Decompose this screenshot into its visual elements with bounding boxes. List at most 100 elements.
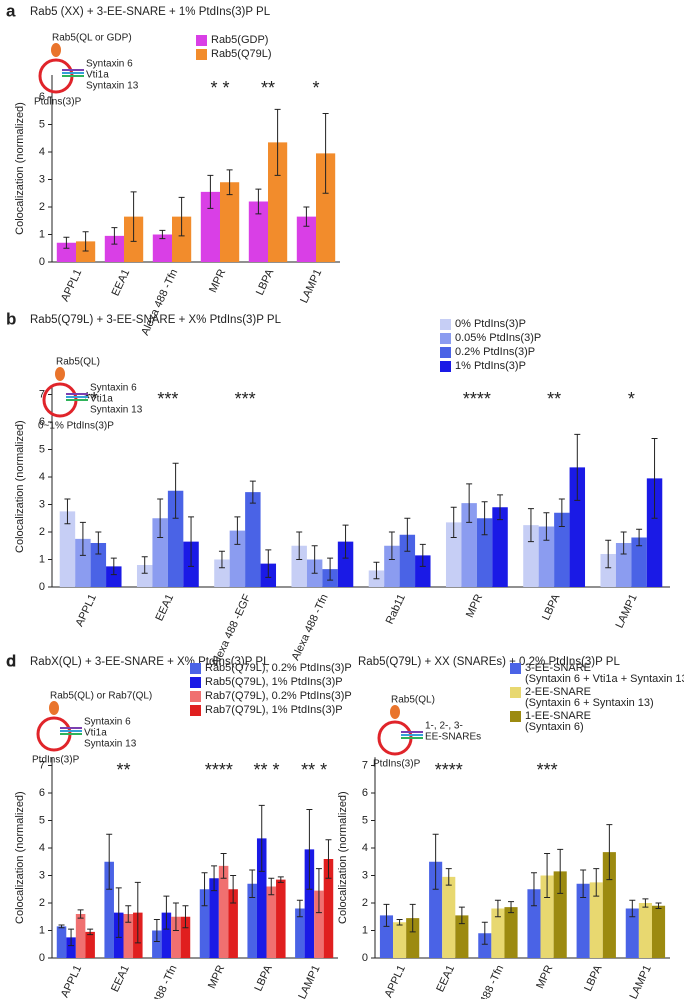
bar — [180, 916, 191, 958]
significance: ** * — [253, 760, 279, 780]
bar — [445, 522, 462, 587]
schematic-label: Vti1a — [90, 394, 113, 405]
bar — [106, 566, 122, 587]
legend-label: 0.2% PtdIns(3)P — [455, 346, 535, 358]
bar — [123, 914, 134, 958]
bar — [199, 889, 210, 958]
bar — [569, 467, 586, 587]
y-tick-label: 7 — [362, 759, 368, 771]
bar — [291, 545, 307, 587]
x-tick-label: APPL1 — [74, 592, 99, 628]
y-tick-label: 4 — [39, 471, 45, 483]
y-tick-label: 1 — [39, 924, 45, 936]
bar — [66, 937, 76, 958]
schematic-label: EE-SNAREs — [425, 732, 481, 743]
significance: ** — [261, 78, 275, 98]
bar — [171, 916, 181, 958]
y-tick-label: 6 — [39, 787, 45, 799]
y-tick-label: 1 — [39, 553, 45, 565]
bar — [491, 908, 505, 958]
significance: **** — [205, 760, 233, 780]
y-tick-label: 7 — [39, 759, 45, 771]
bar — [316, 153, 336, 262]
schematic-label: Syntaxin 13 — [86, 81, 139, 92]
x-tick-label: Alexa 488 -Tfn — [139, 267, 180, 337]
bar — [218, 865, 229, 958]
x-tick-label: LBPA — [254, 267, 277, 297]
bar — [152, 234, 172, 262]
chart-title: RabX(QL) + 3-EE-SNARE + X% PtdIns(3)P PL — [30, 656, 270, 668]
schematic-label: Vti1a — [84, 728, 107, 739]
legend-label: 3-EE-SNARE — [525, 662, 591, 674]
y-tick-label: 2 — [39, 897, 45, 909]
x-tick-label: Alexa 488 -Tfn — [290, 592, 331, 662]
schematic-label: PtdIns(3)P — [34, 97, 82, 108]
x-tick-label: MPR — [207, 267, 228, 294]
bar — [384, 545, 400, 587]
legend-label: 2-EE-SNARE — [525, 686, 591, 698]
schematic-label: Syntaxin 13 — [90, 405, 143, 416]
bar — [461, 503, 477, 587]
bar — [228, 889, 238, 958]
bar — [104, 235, 124, 262]
x-tick-label: APPL1 — [59, 963, 84, 999]
bar — [85, 931, 95, 958]
bar — [415, 555, 431, 587]
rab-protein — [51, 43, 61, 57]
y-tick-label: 4 — [39, 146, 45, 158]
bar — [646, 478, 663, 587]
bar — [631, 537, 647, 587]
legend-label: 1-EE-SNARE — [525, 710, 591, 722]
x-tick-label: EEA1 — [109, 963, 132, 994]
bar — [638, 903, 652, 958]
bar — [504, 907, 518, 958]
bar — [576, 883, 590, 958]
y-tick-label: 6 — [39, 416, 45, 428]
rab-protein — [49, 701, 59, 715]
bar — [229, 530, 246, 587]
bar — [248, 201, 268, 262]
bar — [337, 541, 354, 587]
bar — [523, 525, 539, 587]
legend-description: (Syntaxin 6 + Vti1a + Syntaxin 13) — [525, 673, 684, 685]
legend-description: (Syntaxin 6 + Syntaxin 13) — [525, 697, 654, 709]
x-tick-label: APPL1 — [59, 267, 84, 303]
y-axis-label: Colocalization (normalized) — [14, 102, 26, 235]
schematic-label: Rab5(QL) — [56, 357, 100, 368]
bar — [615, 543, 632, 587]
bar — [589, 882, 603, 958]
bar — [268, 142, 288, 262]
y-tick-label: 3 — [39, 498, 45, 510]
bar — [442, 876, 456, 958]
bar — [314, 890, 324, 958]
panel-label: c — [6, 651, 15, 670]
panel-label: a — [6, 1, 16, 20]
legend-swatch — [440, 361, 451, 372]
bar — [90, 543, 107, 587]
bar — [152, 518, 168, 587]
schematic-label: Syntaxin 6 — [84, 717, 131, 728]
bar — [256, 838, 267, 958]
bar — [76, 241, 96, 262]
bar — [554, 512, 570, 587]
bar — [56, 242, 76, 262]
y-tick-label: 3 — [39, 869, 45, 881]
schematic-label: 0~1% PtdIns(3)P — [38, 421, 114, 432]
significance: ** — [547, 389, 561, 409]
bar — [209, 878, 219, 958]
bar — [476, 518, 493, 587]
y-tick-label: 7 — [39, 388, 45, 400]
schematic-label: Rab5(QL) — [391, 695, 435, 706]
significance: * * — [210, 78, 229, 98]
bar — [220, 182, 240, 262]
y-tick-label: 3 — [362, 869, 368, 881]
bar — [602, 852, 616, 958]
y-tick-label: 6 — [39, 91, 45, 103]
legend-label: 0.05% PtdIns(3)P — [455, 332, 541, 344]
y-tick-label: 5 — [39, 118, 45, 130]
schematic-label: Syntaxin 13 — [84, 739, 137, 750]
x-tick-label: MPR — [534, 963, 555, 990]
legend-swatch — [196, 35, 207, 46]
chart-title: Rab5(Q79L) + XX (SNAREs) + 0.2% PtdIns(3… — [358, 656, 620, 668]
x-tick-label: LAMP1 — [296, 963, 322, 999]
